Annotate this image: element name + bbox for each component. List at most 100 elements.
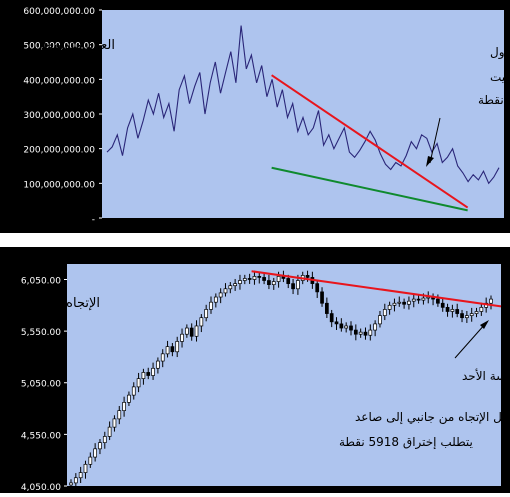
annotation-line-1: إستمرار المحافظة على تداول [490,45,510,60]
candle-body [146,372,151,376]
annotation-candle: شمعة متوقعة لجلسة الأحد [454,320,510,384]
candle-body [421,297,426,301]
candle-body [98,442,102,450]
candle-body [127,394,131,403]
candle-body [218,292,223,298]
candle-body [407,300,411,305]
candle-body [122,402,126,411]
annotation-line-3: المقاومة 5918 نقطة [478,93,510,108]
candle-body [325,302,329,314]
y-tick-label: - [92,215,95,225]
candle-body [469,313,474,316]
candle-body [465,315,469,319]
candle-body [305,275,310,278]
candle-body [117,410,122,420]
annotation: إستمرار المحافظة على تداول 106 مليون سهم… [426,45,510,167]
annotation-candle-label: شمعة متوقعة لجلسة الأحد [462,368,510,384]
y-tick-label: 6,050.00 [21,276,61,286]
plot-area [102,10,504,218]
candle-body [416,298,421,301]
candle-body [349,325,353,331]
candle-body [170,346,175,353]
moving-average-chart: 600,000,000.00 500,000,000.00 400,000,000.… [23,7,510,225]
annotation-breakout: تحويل الإتجاه من جانبي إلى صاعد يتطلب إخ… [339,410,510,450]
y-tick-label: 100,000,000.00 [23,180,95,190]
candle-body [194,325,199,337]
candle-body [329,313,334,323]
candle-body [291,283,295,290]
candle-body [189,327,194,337]
candle-body [353,329,358,335]
candle-body [296,280,300,290]
y-tick-label: 200,000,000.00 [23,146,95,156]
annotation-arrow [429,117,441,164]
candle-body [83,463,88,473]
annotation-arrow [454,322,487,359]
candle-body [252,276,257,280]
candle-body [78,472,83,479]
candle-body [69,482,73,486]
candle-body [474,311,479,314]
moving-average-panel: 600,000,000.00 500,000,000.00 400,000,000.… [0,0,510,233]
candle-body [185,327,189,335]
candle-body [460,313,464,319]
price-candlestick-chart: 6,050.00 5,550.00 5,050.00 4,550.00 4,050.00… [21,264,510,493]
candle-body [358,331,363,335]
candle-body [315,283,320,293]
candle-body [257,276,262,278]
candle-body [267,280,271,286]
candle-body [165,346,170,355]
resistance-trendline [251,270,502,308]
candle-body [242,278,247,281]
candle-body [363,331,368,336]
chart-title: الإتجاه جانبي [32,296,100,311]
candle-body [320,291,324,304]
candle-body [204,309,209,319]
candle-body [233,283,237,287]
candle-body [112,418,117,428]
resistance-trendline [271,74,469,209]
candle-body [199,317,204,327]
candle-body [228,285,233,290]
series-line [106,25,500,185]
y-tick-label: 5,050.00 [21,380,61,390]
candle-body [73,477,78,484]
candle-body [445,307,450,312]
y-tick-label: 4,050.00 [21,483,61,493]
candle-body [378,315,382,325]
price-trend-panel: 6,050.00 5,550.00 5,050.00 4,550.00 4,050.00… [0,247,510,493]
annotation-arrow-head [426,156,434,167]
candle-body [107,426,112,437]
candle-body [276,276,281,282]
candle-body [271,281,276,286]
candle-body [247,278,252,280]
candle-body [344,325,349,329]
annotation-breakout-line-1: تحويل الإتجاه من جانبي إلى صاعد [355,410,510,425]
annotation-breakout-line-2: يتطلب إختراق 5918 نقطة [339,435,473,450]
candle-body [131,386,136,396]
candle-body [489,298,493,304]
y-tick-label: 600,000,000.00 [23,7,95,17]
candle-body [141,372,146,379]
candle-body [160,353,165,362]
candle-body [156,360,160,369]
y-tick-label: 4,550.00 [21,431,61,441]
candle-body [455,309,460,314]
candle-body [238,280,242,284]
y-tick-label: 300,000,000.00 [23,111,95,121]
candle-body [479,307,484,312]
annotation-arrow-head [480,320,489,329]
support-trendline [271,166,468,212]
candle-body [102,436,107,443]
candle-body [402,301,406,305]
candle-body [440,302,445,308]
candle-body [411,298,416,302]
y-tick-label: 500,000,000.00 [23,42,95,52]
candle-body [213,296,218,303]
candle-body [136,378,141,388]
chart-title: العزم متوسط [41,38,115,53]
candle-body [368,329,373,336]
candle-body [450,309,455,312]
y-tick-label: 5,550.00 [21,328,61,338]
candle-body [382,309,387,316]
